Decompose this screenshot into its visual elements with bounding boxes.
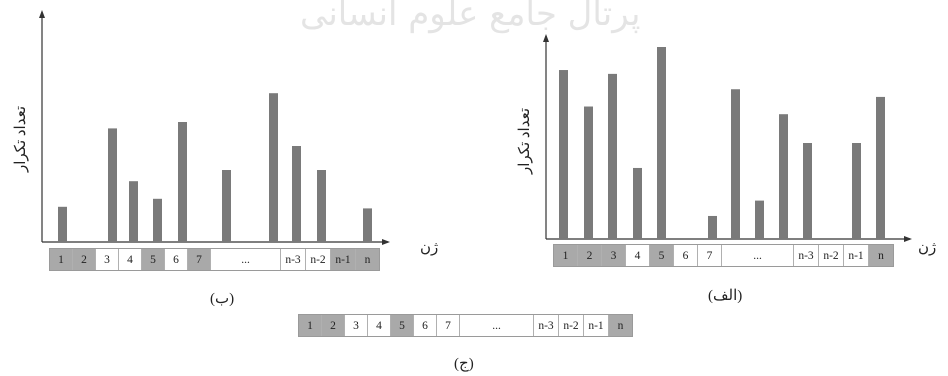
chart-b-plot	[39, 10, 390, 245]
gene-cell: 3	[602, 245, 626, 266]
gene-cell: 6	[674, 245, 698, 266]
gene-cell: n	[609, 315, 632, 336]
chart-a-caption: (الف)	[708, 288, 743, 304]
chart-bar	[58, 206, 67, 242]
chart-b-chromosome: 1 2 3 4 5 6 7... n-3 n-2 n-1 n	[49, 248, 380, 271]
chart-bar	[153, 198, 162, 242]
chart-bar	[657, 47, 666, 239]
gene-cell: 5	[391, 315, 414, 336]
gene-cell: n-1	[584, 315, 609, 336]
gene-cell: 1	[554, 245, 578, 266]
y-axis-arrow	[39, 10, 45, 18]
chart-bar	[363, 208, 372, 242]
gene-cell: n-1	[844, 245, 869, 266]
gene-cell: 4	[119, 249, 142, 270]
gene-cell: ...	[722, 245, 794, 266]
chart-bar	[559, 70, 568, 239]
gene-cell: 5	[142, 249, 165, 270]
chart-bar	[731, 89, 740, 240]
watermark: پرتال جامع علوم انسانی	[300, 0, 641, 34]
gene-cell: n-3	[281, 249, 306, 270]
gene-cell: 5	[650, 245, 674, 266]
chart-a-xlabel: ژن	[918, 240, 937, 256]
gene-cell: 6	[414, 315, 437, 336]
gene-cell: 4	[626, 245, 650, 266]
chart-bar	[317, 170, 326, 242]
gene-cell: 1	[299, 315, 322, 336]
chart-bar	[608, 73, 617, 239]
gene-cell: ...	[211, 249, 281, 270]
chart-b-ylabel: تعداد تکرار	[13, 106, 29, 173]
gene-cell: n-2	[819, 245, 844, 266]
gene-cell: n-1	[331, 249, 356, 270]
chart-a-plot	[543, 34, 912, 242]
chromosome-c-caption: (ج)	[454, 356, 474, 372]
chart-bar	[269, 93, 278, 242]
chart-a-chromosome: 1 2 3 4 5 6 7... n-3 n-2 n-1 n	[553, 244, 894, 267]
gene-cell: 7	[437, 315, 460, 336]
gene-cell: 1	[50, 249, 73, 270]
gene-cell: 3	[345, 315, 368, 336]
gene-cell: n-3	[794, 245, 819, 266]
chart-bar	[708, 215, 717, 239]
gene-cell: ...	[460, 315, 534, 336]
gene-cell: n	[356, 249, 379, 270]
gene-cell: 3	[96, 249, 119, 270]
chart-bar	[803, 143, 812, 239]
gene-cell: n-2	[559, 315, 584, 336]
gene-cell: n	[869, 245, 893, 266]
chart-bar	[108, 128, 117, 242]
gene-cell: 2	[578, 245, 602, 266]
chart-bar	[584, 106, 593, 240]
chart-bar	[292, 146, 301, 242]
chart-bar	[633, 167, 642, 239]
chart-a-ylabel: تعداد تکرار	[517, 108, 533, 175]
chart-bar	[222, 170, 231, 242]
chart-bar	[755, 200, 764, 239]
gene-cell: n-3	[534, 315, 559, 336]
chart-b-xlabel: ژن	[420, 240, 439, 256]
gene-cell: n-2	[306, 249, 331, 270]
gene-cell: 4	[368, 315, 391, 336]
gene-cell: 2	[322, 315, 345, 336]
chart-bar	[779, 114, 788, 239]
gene-cell: 6	[165, 249, 188, 270]
y-axis-arrow	[543, 34, 549, 42]
chart-bar	[178, 122, 187, 242]
chromosome-c: 1 2 3 4 5 6 7... n-3 n-2 n-1 n	[298, 314, 633, 337]
chart-bar	[852, 143, 861, 239]
x-axis-arrow	[904, 236, 912, 242]
x-axis-arrow	[382, 239, 390, 245]
gene-cell: 7	[698, 245, 722, 266]
chart-bar	[129, 181, 138, 242]
chart-b-caption: (ب)	[210, 291, 235, 307]
chart-bar	[876, 96, 885, 239]
gene-cell: 7	[188, 249, 211, 270]
gene-cell: 2	[73, 249, 96, 270]
